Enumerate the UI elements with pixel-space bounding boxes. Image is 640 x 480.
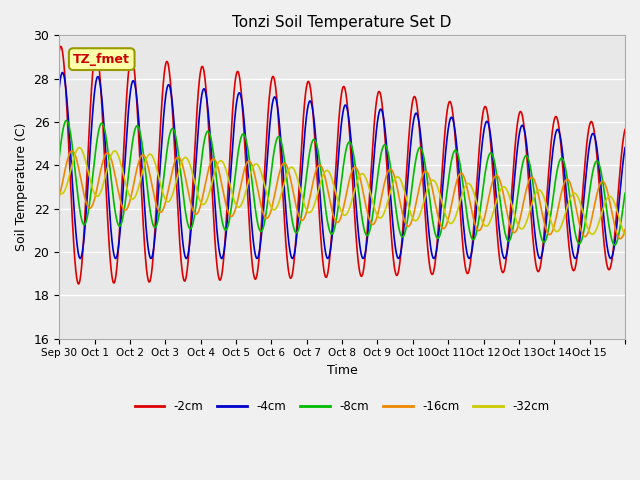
-16cm <box>55 194 63 200</box>
X-axis label: Time: Time <box>326 364 358 377</box>
-4cm <box>376 107 384 112</box>
-32cm <box>513 218 520 224</box>
-8cm <box>614 238 621 243</box>
-4cm <box>234 92 242 98</box>
Legend: -2cm, -4cm, -8cm, -16cm, -32cm: -2cm, -4cm, -8cm, -16cm, -32cm <box>130 395 554 418</box>
-2cm <box>513 125 521 131</box>
-8cm <box>545 226 552 231</box>
Y-axis label: Soil Temperature (C): Soil Temperature (C) <box>15 123 28 251</box>
-32cm <box>613 208 621 214</box>
Line: -4cm: -4cm <box>59 72 625 258</box>
-2cm <box>377 92 385 97</box>
Title: Tonzi Soil Temperature Set D: Tonzi Soil Temperature Set D <box>232 15 452 30</box>
-8cm <box>611 242 618 248</box>
Line: -16cm: -16cm <box>59 151 625 239</box>
-16cm <box>616 236 624 241</box>
-32cm <box>234 204 242 210</box>
-8cm <box>55 155 63 161</box>
-2cm <box>112 271 120 276</box>
-16cm <box>112 177 120 182</box>
-32cm <box>112 149 120 155</box>
-32cm <box>76 145 83 151</box>
-2cm <box>57 44 65 49</box>
-2cm <box>234 69 242 75</box>
Text: TZ_fmet: TZ_fmet <box>74 53 130 66</box>
-8cm <box>234 150 242 156</box>
-32cm <box>621 232 629 238</box>
-16cm <box>376 200 384 206</box>
-16cm <box>513 227 520 233</box>
Line: -2cm: -2cm <box>59 47 625 284</box>
-4cm <box>465 255 473 261</box>
-16cm <box>234 196 242 202</box>
-4cm <box>55 85 63 91</box>
-4cm <box>59 70 67 75</box>
-2cm <box>75 281 83 287</box>
-8cm <box>513 201 520 206</box>
Line: -8cm: -8cm <box>59 120 625 245</box>
-8cm <box>112 213 120 219</box>
Line: -32cm: -32cm <box>59 148 625 235</box>
-8cm <box>376 155 384 161</box>
-32cm <box>55 188 63 194</box>
-16cm <box>545 231 552 237</box>
-4cm <box>621 145 629 151</box>
-4cm <box>545 190 553 196</box>
-8cm <box>63 118 70 123</box>
-2cm <box>545 167 553 173</box>
-16cm <box>621 227 629 232</box>
-2cm <box>614 201 621 206</box>
-32cm <box>376 215 384 221</box>
-16cm <box>68 148 76 154</box>
-4cm <box>513 150 521 156</box>
-8cm <box>621 191 629 196</box>
-4cm <box>112 255 120 261</box>
-2cm <box>621 127 629 132</box>
-16cm <box>613 231 621 237</box>
-2cm <box>55 48 63 54</box>
-32cm <box>545 210 552 216</box>
-4cm <box>614 217 621 223</box>
